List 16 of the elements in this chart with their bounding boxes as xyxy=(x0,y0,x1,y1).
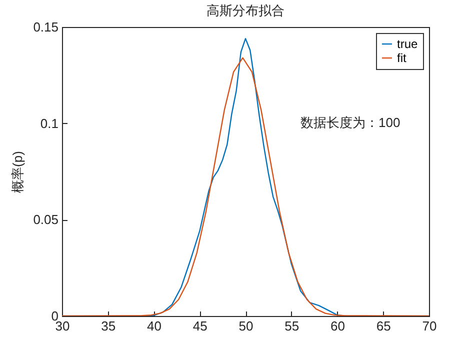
x-tick-label: 55 xyxy=(284,318,300,334)
x-tick-label: 45 xyxy=(192,318,208,334)
y-tick-label: 0.15 xyxy=(33,20,58,34)
x-tick-label: 60 xyxy=(330,318,345,334)
legend-label: true xyxy=(397,37,418,51)
y-tick-label: 0.05 xyxy=(33,212,58,228)
chart-title: 高斯分布拟合 xyxy=(206,3,284,18)
x-tick-label: 70 xyxy=(422,318,437,334)
annotation: 数据长度为：100 xyxy=(300,115,400,130)
x-tick-label: 35 xyxy=(101,318,116,334)
y-tick-label: 0.1 xyxy=(40,116,58,131)
y-axis-title: 概率(p) xyxy=(10,151,26,193)
legend-label: fit xyxy=(397,51,407,65)
x-tick-label: 65 xyxy=(376,318,391,334)
x-tick-label: 40 xyxy=(147,318,162,334)
x-tick-label: 50 xyxy=(238,318,254,334)
